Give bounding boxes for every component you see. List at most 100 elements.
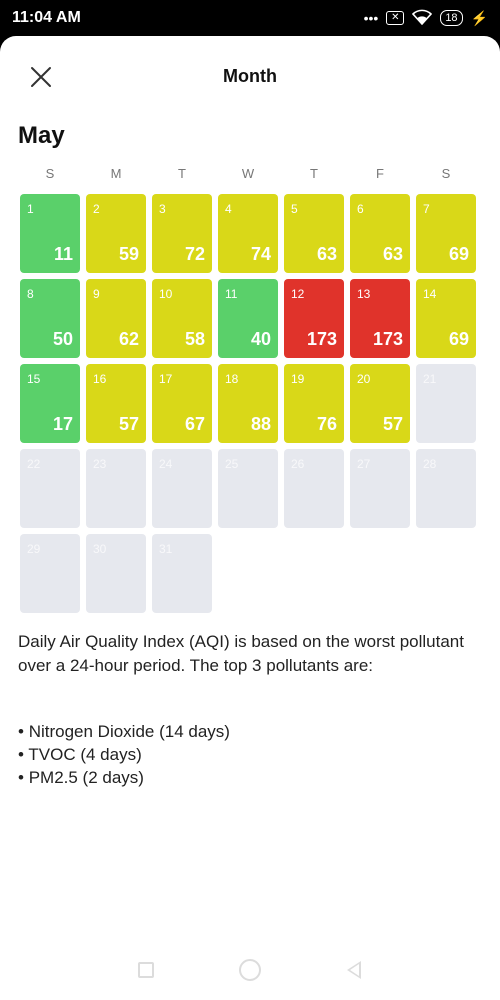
day-number: 31 [159,542,173,556]
day-cell[interactable]: 4 74 [218,194,278,273]
day-cell[interactable]: 13 173 [350,279,410,358]
day-number: 5 [291,202,298,216]
status-bar: 11:04 AM ••• ✕ 18 ⚡ [0,0,500,36]
day-cell[interactable]: 12 173 [284,279,344,358]
day-cell[interactable]: 31 [152,534,212,613]
day-number: 21 [423,372,437,386]
list-item: TVOC (4 days) [18,743,484,766]
day-number: 6 [357,202,364,216]
day-number: 9 [93,287,100,301]
day-cell[interactable]: 29 [20,534,80,613]
day-number: 18 [225,372,239,386]
aqi-value: 76 [316,414,337,434]
recents-square-icon[interactable] [134,958,158,982]
day-cell[interactable]: 10 58 [152,279,212,358]
day-number: 14 [423,287,437,301]
day-number: 17 [159,372,173,386]
page-title: Month [223,66,277,86]
day-number: 20 [357,372,371,386]
aqi-value: 50 [52,329,73,349]
month-name: May [18,122,65,149]
charging-icon: ⚡ [470,9,488,26]
day-cell[interactable]: 3 72 [152,194,212,273]
day-number: 3 [159,202,166,216]
day-number: 28 [423,457,437,471]
day-cell[interactable]: 21 [416,364,476,443]
day-cell[interactable]: 7 69 [416,194,476,273]
more-dots-icon: ••• [363,10,379,26]
status-icons: ••• ✕ 18 ⚡ [364,9,488,28]
day-cell[interactable]: 14 69 [416,279,476,358]
aqi-description: Daily Air Quality Index (AQI) is based o… [18,632,464,675]
day-number: 15 [27,372,41,386]
day-number: 2 [93,202,100,216]
calendar-grid: 1 11 2 59 3 72 4 74 5 63 6 63 7 69 8 50 9 62 10 58 11 40 12 173… [20,194,484,613]
day-number: 16 [93,372,107,386]
weekday-label: M [110,166,122,181]
header: Month [0,36,500,120]
day-number: 1 [27,202,34,216]
aqi-value: 11 [53,244,73,264]
sim-blocked-icon: ✕ [386,11,405,25]
home-circle-icon[interactable] [238,958,262,982]
day-cell[interactable]: 9 62 [86,279,146,358]
aqi-value: 62 [118,329,139,349]
day-cell[interactable]: 8 50 [20,279,80,358]
day-number: 8 [27,287,34,301]
month-sheet: Month May S M T W T F S 1 11 2 59 3 72 4 74 5 63 6… [0,36,500,1000]
day-cell[interactable]: 25 [218,449,278,528]
day-number: 13 [357,287,371,301]
day-cell[interactable]: 18 88 [218,364,278,443]
day-number: 26 [291,457,305,471]
weekday-label: F [376,166,384,181]
aqi-value: 59 [118,244,139,264]
list-item: PM2.5 (2 days) [18,766,484,789]
day-cell[interactable]: 27 [350,449,410,528]
day-cell[interactable]: 19 76 [284,364,344,443]
day-cell[interactable]: 6 63 [350,194,410,273]
day-number: 12 [291,287,305,301]
weekday-label: T [178,166,186,181]
aqi-value: 40 [250,329,271,349]
aqi-value: 72 [184,244,205,264]
day-cell[interactable]: 23 [86,449,146,528]
weekday-label: S [45,166,55,181]
back-triangle-icon[interactable] [342,958,366,982]
day-cell[interactable]: 15 17 [20,364,80,443]
day-cell[interactable]: 5 63 [284,194,344,273]
aqi-value: 17 [52,414,73,434]
day-number: 19 [291,372,305,386]
aqi-value: 63 [382,244,403,264]
day-number: 4 [225,202,232,216]
day-cell[interactable]: 2 59 [86,194,146,273]
day-number: 7 [423,202,430,216]
day-number: 29 [27,542,41,556]
battery-icon: 18 [440,10,463,26]
day-cell[interactable]: 22 [20,449,80,528]
day-number: 23 [93,457,107,471]
day-cell[interactable]: 24 [152,449,212,528]
day-number: 24 [159,457,173,471]
day-number: 22 [27,457,41,471]
day-number: 25 [225,457,239,471]
aqi-value: 74 [250,244,271,264]
day-cell[interactable]: 16 57 [86,364,146,443]
weekday-label: T [310,166,318,181]
aqi-value: 57 [382,414,403,434]
day-number: 27 [357,457,371,471]
day-cell[interactable]: 11 40 [218,279,278,358]
day-cell[interactable]: 28 [416,449,476,528]
day-cell[interactable]: 30 [86,534,146,613]
aqi-value: 173 [372,329,403,349]
pollutant-list: Nitrogen Dioxide (14 days) TVOC (4 days)… [18,720,484,789]
day-cell[interactable]: 17 67 [152,364,212,443]
day-cell[interactable]: 1 11 [20,194,80,273]
day-number: 11 [225,287,238,301]
day-cell[interactable]: 20 57 [350,364,410,443]
day-cell[interactable]: 26 [284,449,344,528]
weekday-header: S M T W T F S [20,166,484,181]
close-icon[interactable] [28,64,54,90]
day-number: 30 [93,542,107,556]
aqi-value: 88 [250,414,271,434]
aqi-value: 69 [448,244,469,264]
